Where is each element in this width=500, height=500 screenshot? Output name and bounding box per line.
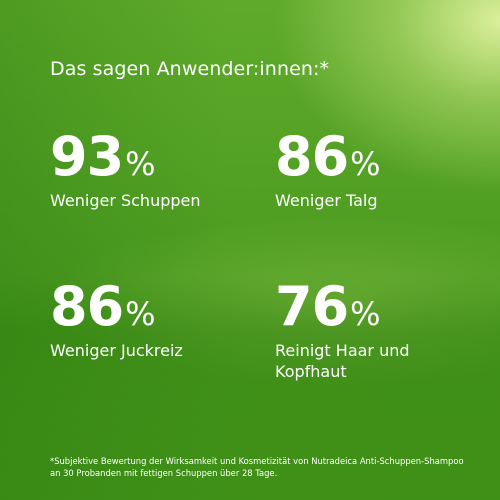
percent-sign: % <box>350 145 381 183</box>
stat-value: 86% <box>275 130 381 184</box>
percent-sign: % <box>125 145 156 183</box>
stat-dandruff: 93% Weniger Schuppen <box>50 130 201 211</box>
stat-label: Reinigt Haar und Kopfhaut <box>275 341 410 381</box>
stat-number: 93 <box>50 125 124 188</box>
footnote: *Subjektive Bewertung der Wirksamkeit un… <box>50 456 464 478</box>
stat-number: 76 <box>275 275 349 338</box>
percent-sign: % <box>350 295 381 333</box>
stat-value: 93% <box>50 130 201 184</box>
stat-label: Weniger Schuppen <box>50 191 201 210</box>
page-title: Das sagen Anwender:innen:* <box>50 58 330 80</box>
stat-value: 76% <box>275 280 455 334</box>
percent-sign: % <box>125 295 156 333</box>
stat-number: 86 <box>275 125 349 188</box>
stat-value: 86% <box>50 280 183 334</box>
stat-cleansing: 76% Reinigt Haar und Kopfhaut <box>275 280 455 382</box>
stat-label: Weniger Talg <box>275 191 378 210</box>
stat-itching: 86% Weniger Juckreiz <box>50 280 183 361</box>
stat-number: 86 <box>50 275 124 338</box>
background-band <box>0 275 500 500</box>
stat-label: Weniger Juckreiz <box>50 341 183 360</box>
stat-sebum: 86% Weniger Talg <box>275 130 381 211</box>
